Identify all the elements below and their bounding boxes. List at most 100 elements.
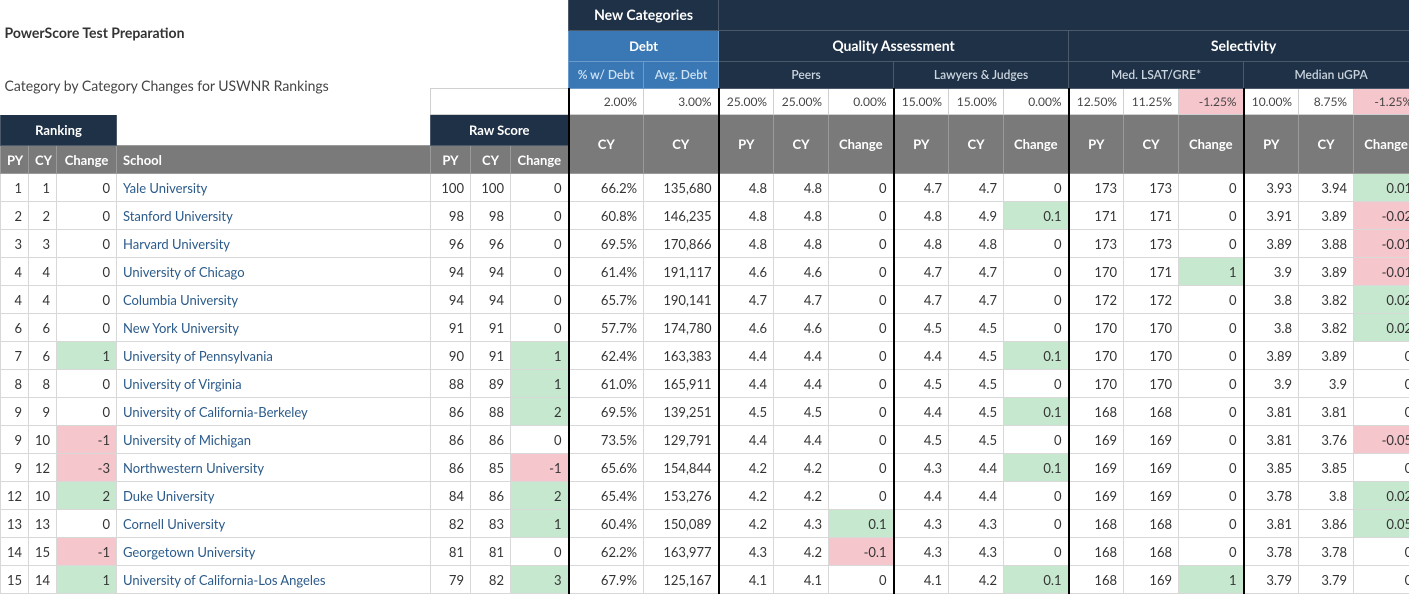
quality-header: Quality Assessment [719,31,1069,62]
cell: 169 [1069,426,1124,454]
weight-peers-ch: 0.00% [829,89,894,115]
cell: 4.9 [949,202,1004,230]
cell: 0.01 [1354,174,1409,202]
cell: University of Pennsylvania [117,342,431,370]
cell: 4.7 [894,258,949,286]
cell: 0.1 [1004,202,1069,230]
cell: 170 [1124,314,1179,342]
cell: 4.6 [719,314,774,342]
cell: 6 [29,314,57,342]
cell: 0 [1179,482,1244,510]
cell: 170 [1069,314,1124,342]
cell: 4.6 [774,258,829,286]
pct-debt-header: % w/ Debt [569,62,644,89]
avg-debt-header: Avg. Debt [644,62,719,89]
cell: 67.9% [569,566,644,594]
cell: 0 [1004,370,1069,398]
cell: 65.7% [569,286,644,314]
cell: 172 [1069,286,1124,314]
cell: 4.5 [894,370,949,398]
cell: 0.02 [1354,482,1409,510]
cell: 4.1 [719,566,774,594]
cell: 135,680 [644,174,719,202]
cell: -1 [57,426,117,454]
cell: 170,866 [644,230,719,258]
peers-header: Peers [719,62,894,89]
table-row: 1415-1Georgetown University8181062.2%163… [1,538,1409,566]
cell: 168 [1124,538,1179,566]
cell: 163,977 [644,538,719,566]
cell: 3.79 [1299,566,1354,594]
cell: 190,141 [644,286,719,314]
cell: 65.4% [569,482,644,510]
cell: 3.86 [1299,510,1354,538]
cell: -0.01 [1354,258,1409,286]
cell: 4.3 [719,538,774,566]
cell: 4.7 [949,174,1004,202]
cell: 0 [511,230,569,258]
cell: 0 [829,314,894,342]
col-cy: CY [569,115,644,174]
cell: 3.88 [1299,230,1354,258]
cell: 4.4 [774,342,829,370]
cell: 3.81 [1299,398,1354,426]
cell: 100 [471,174,511,202]
cell: 173 [1124,174,1179,202]
col-py: PY [431,146,471,174]
cell: -0.05 [1354,426,1409,454]
cell: 3.89 [1299,342,1354,370]
cell: -0.1 [829,538,894,566]
table-row: 220Stanford University9898060.8%146,2354… [1,202,1409,230]
cell: 170 [1069,258,1124,286]
cell: 4.4 [894,342,949,370]
cell: 3.89 [1244,230,1299,258]
table-row: 880University of Virginia8889161.0%165,9… [1,370,1409,398]
cell: 163,383 [644,342,719,370]
cell: 4.1 [774,566,829,594]
cell: 79 [431,566,471,594]
cell: 0 [57,174,117,202]
cell: 168 [1124,510,1179,538]
cell: Northwestern University [117,454,431,482]
cell: 1 [511,510,569,538]
weight-ugpa-cy: 8.75% [1299,89,1354,115]
cell: 61.0% [569,370,644,398]
cell: 170 [1069,370,1124,398]
cell: 171 [1069,202,1124,230]
cell: 4.7 [894,174,949,202]
cell: 0 [829,482,894,510]
cell: 1 [511,370,569,398]
cell: 129,791 [644,426,719,454]
cell: 4.5 [774,398,829,426]
cell: 98 [471,202,511,230]
cell: 168 [1069,566,1124,594]
cell: 96 [431,230,471,258]
cell: 3.78 [1244,482,1299,510]
cell: 94 [431,286,471,314]
page-title: PowerScore Test Preparation [1,0,431,62]
cell: 1 [1179,566,1244,594]
cell: 0 [1354,454,1409,482]
col-cy: CY [1124,115,1179,174]
cell: 0.02 [1354,314,1409,342]
cell: 4.4 [949,454,1004,482]
cell: -1 [511,454,569,482]
cell: 173 [1124,230,1179,258]
cell: 13 [29,510,57,538]
cell: 4.7 [719,286,774,314]
cell: 100 [431,174,471,202]
cell: 2 [511,482,569,510]
cell: Cornell University [117,510,431,538]
cell: 4.1 [894,566,949,594]
col-py: PY [719,115,774,174]
cell: University of Virginia [117,370,431,398]
cell: 3.91 [1244,202,1299,230]
cell: 2 [1,202,29,230]
cell: 4.8 [774,230,829,258]
cell: 4.8 [719,230,774,258]
cell: 0 [1179,538,1244,566]
cell: 2 [29,202,57,230]
cell: 0.1 [1004,566,1069,594]
cell: 0 [1179,426,1244,454]
cell: 2 [511,398,569,426]
